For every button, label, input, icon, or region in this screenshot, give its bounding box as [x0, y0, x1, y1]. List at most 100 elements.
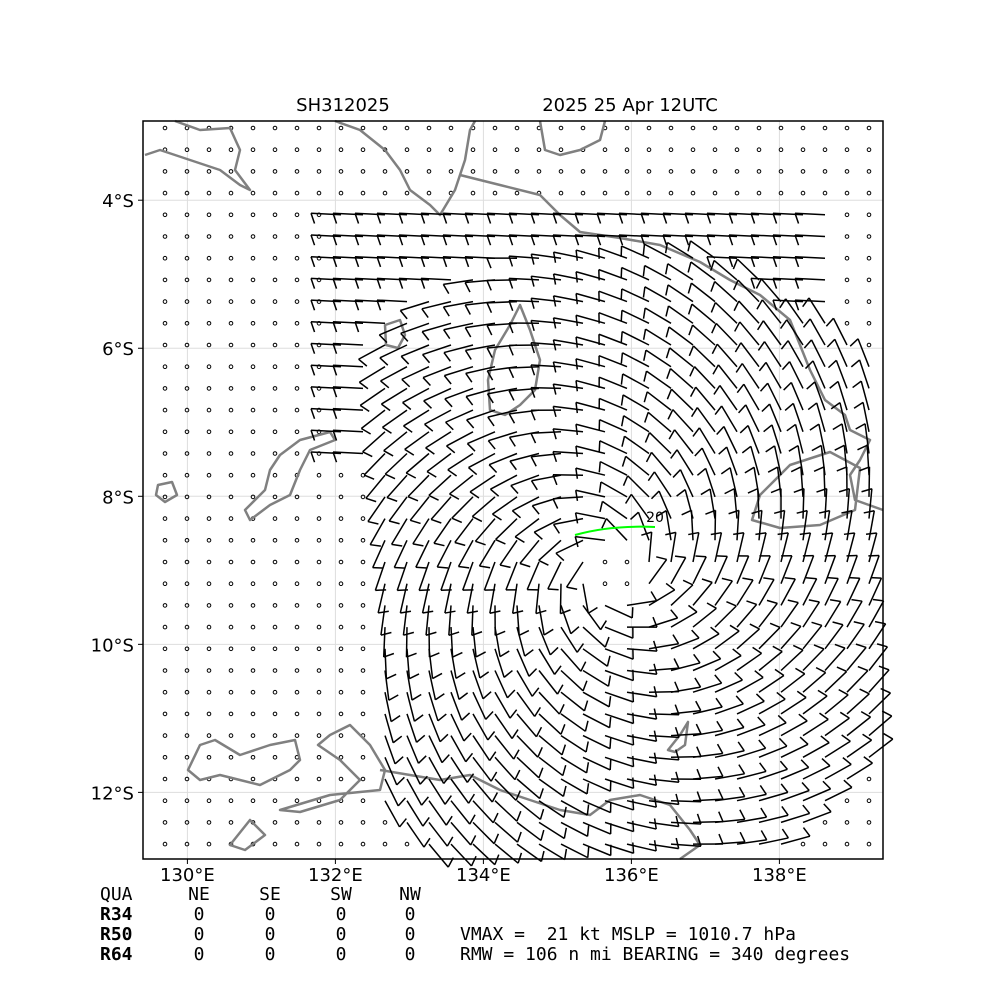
wind-barb	[450, 691, 463, 721]
calm-point	[360, 169, 366, 174]
wind-barb	[670, 821, 701, 825]
wind-barb	[560, 669, 584, 692]
wind-barb	[552, 339, 557, 351]
wind-barb	[724, 488, 735, 495]
wind-barb	[393, 539, 408, 568]
calm-point	[228, 234, 234, 239]
wind-barb	[674, 681, 680, 692]
calm-point	[250, 364, 256, 370]
wind-barb	[587, 606, 598, 614]
wind-barb	[839, 402, 848, 432]
wind-barb	[310, 234, 316, 246]
wind-barb	[766, 599, 778, 605]
wind-barb	[865, 532, 877, 536]
wind-barb	[491, 792, 499, 803]
wind-barb	[698, 427, 716, 454]
wind-barb	[648, 643, 679, 650]
wind-barb	[332, 256, 338, 268]
calm-point	[294, 559, 300, 565]
x-tick-label: 138°E	[752, 865, 807, 886]
wind-barb	[601, 518, 608, 529]
wind-barb	[738, 300, 760, 324]
wind-barb	[824, 532, 834, 563]
wind-barb	[811, 621, 823, 627]
wind-barb	[531, 319, 562, 325]
wind-barb	[839, 711, 850, 719]
wind-barb	[870, 576, 882, 579]
wind-barb	[758, 579, 775, 606]
wind-barb	[574, 512, 579, 524]
wind-barb	[400, 355, 410, 365]
wind-barb	[689, 366, 696, 377]
wind-barb	[403, 409, 430, 427]
calm-point	[294, 798, 300, 804]
wind-barb	[423, 387, 452, 402]
wind-barb	[780, 340, 789, 350]
wind-barb	[794, 299, 800, 311]
wind-barb	[738, 764, 746, 775]
wind-barb	[332, 234, 338, 246]
wind-barb	[512, 496, 540, 512]
wind-barb	[388, 694, 399, 701]
wind-barb	[598, 481, 602, 493]
wind-barb	[691, 303, 716, 324]
wind-barb	[818, 423, 826, 454]
wind-barb	[736, 532, 745, 563]
wind-barb	[538, 735, 563, 756]
wind-barb	[465, 396, 474, 406]
calm-point	[206, 169, 212, 174]
wind-barb	[604, 648, 634, 660]
calm-point	[316, 538, 322, 543]
wind-barb	[743, 383, 760, 411]
calm-point	[184, 820, 190, 825]
wind-barb	[509, 709, 518, 719]
wind-barb	[834, 338, 848, 368]
wind-barb	[423, 837, 431, 848]
wind-barb	[552, 213, 558, 224]
wind-barb	[530, 212, 562, 216]
wind-barb	[386, 496, 398, 502]
wind-barb	[687, 282, 693, 294]
calm-point	[162, 277, 168, 283]
wind-barb	[648, 617, 678, 628]
wind-barb	[644, 243, 672, 259]
wind-barb	[792, 644, 804, 651]
wind-barb	[376, 255, 408, 259]
calm-point	[778, 147, 784, 152]
wind-barb	[868, 555, 880, 584]
wind-barb	[469, 474, 496, 493]
wind-barb	[354, 277, 386, 281]
wind-barb	[447, 452, 474, 471]
wind-barb	[367, 496, 386, 522]
wind-barb	[310, 299, 316, 311]
wind-barb	[531, 474, 562, 482]
wind-barb	[672, 409, 694, 433]
calm-point	[602, 581, 608, 587]
table-cell: 0	[336, 924, 347, 945]
wind-barb	[618, 213, 624, 224]
wind-barb	[701, 447, 716, 476]
wind-barb	[377, 583, 386, 614]
wind-barb	[714, 703, 744, 715]
wind-barb	[787, 340, 804, 368]
wind-barb	[706, 256, 712, 268]
wind-barb	[665, 531, 676, 536]
wind-barb	[737, 279, 760, 303]
wind-barb	[582, 821, 611, 835]
calm-point	[316, 169, 322, 174]
wind-barb	[706, 212, 738, 216]
wind-barb	[780, 789, 810, 802]
calm-point	[294, 234, 300, 239]
wind-barb	[755, 532, 767, 536]
wind-barb	[714, 773, 745, 780]
calm-point	[272, 516, 278, 521]
wind-barb	[379, 344, 408, 359]
wind-barb	[863, 510, 875, 514]
y-tick-label: 6°S	[102, 339, 134, 360]
calm-point	[162, 212, 168, 218]
calm-point	[228, 820, 234, 825]
wind-barb	[755, 278, 763, 289]
calm-point	[206, 342, 212, 348]
calm-point	[316, 559, 322, 565]
wind-barb	[406, 692, 416, 722]
